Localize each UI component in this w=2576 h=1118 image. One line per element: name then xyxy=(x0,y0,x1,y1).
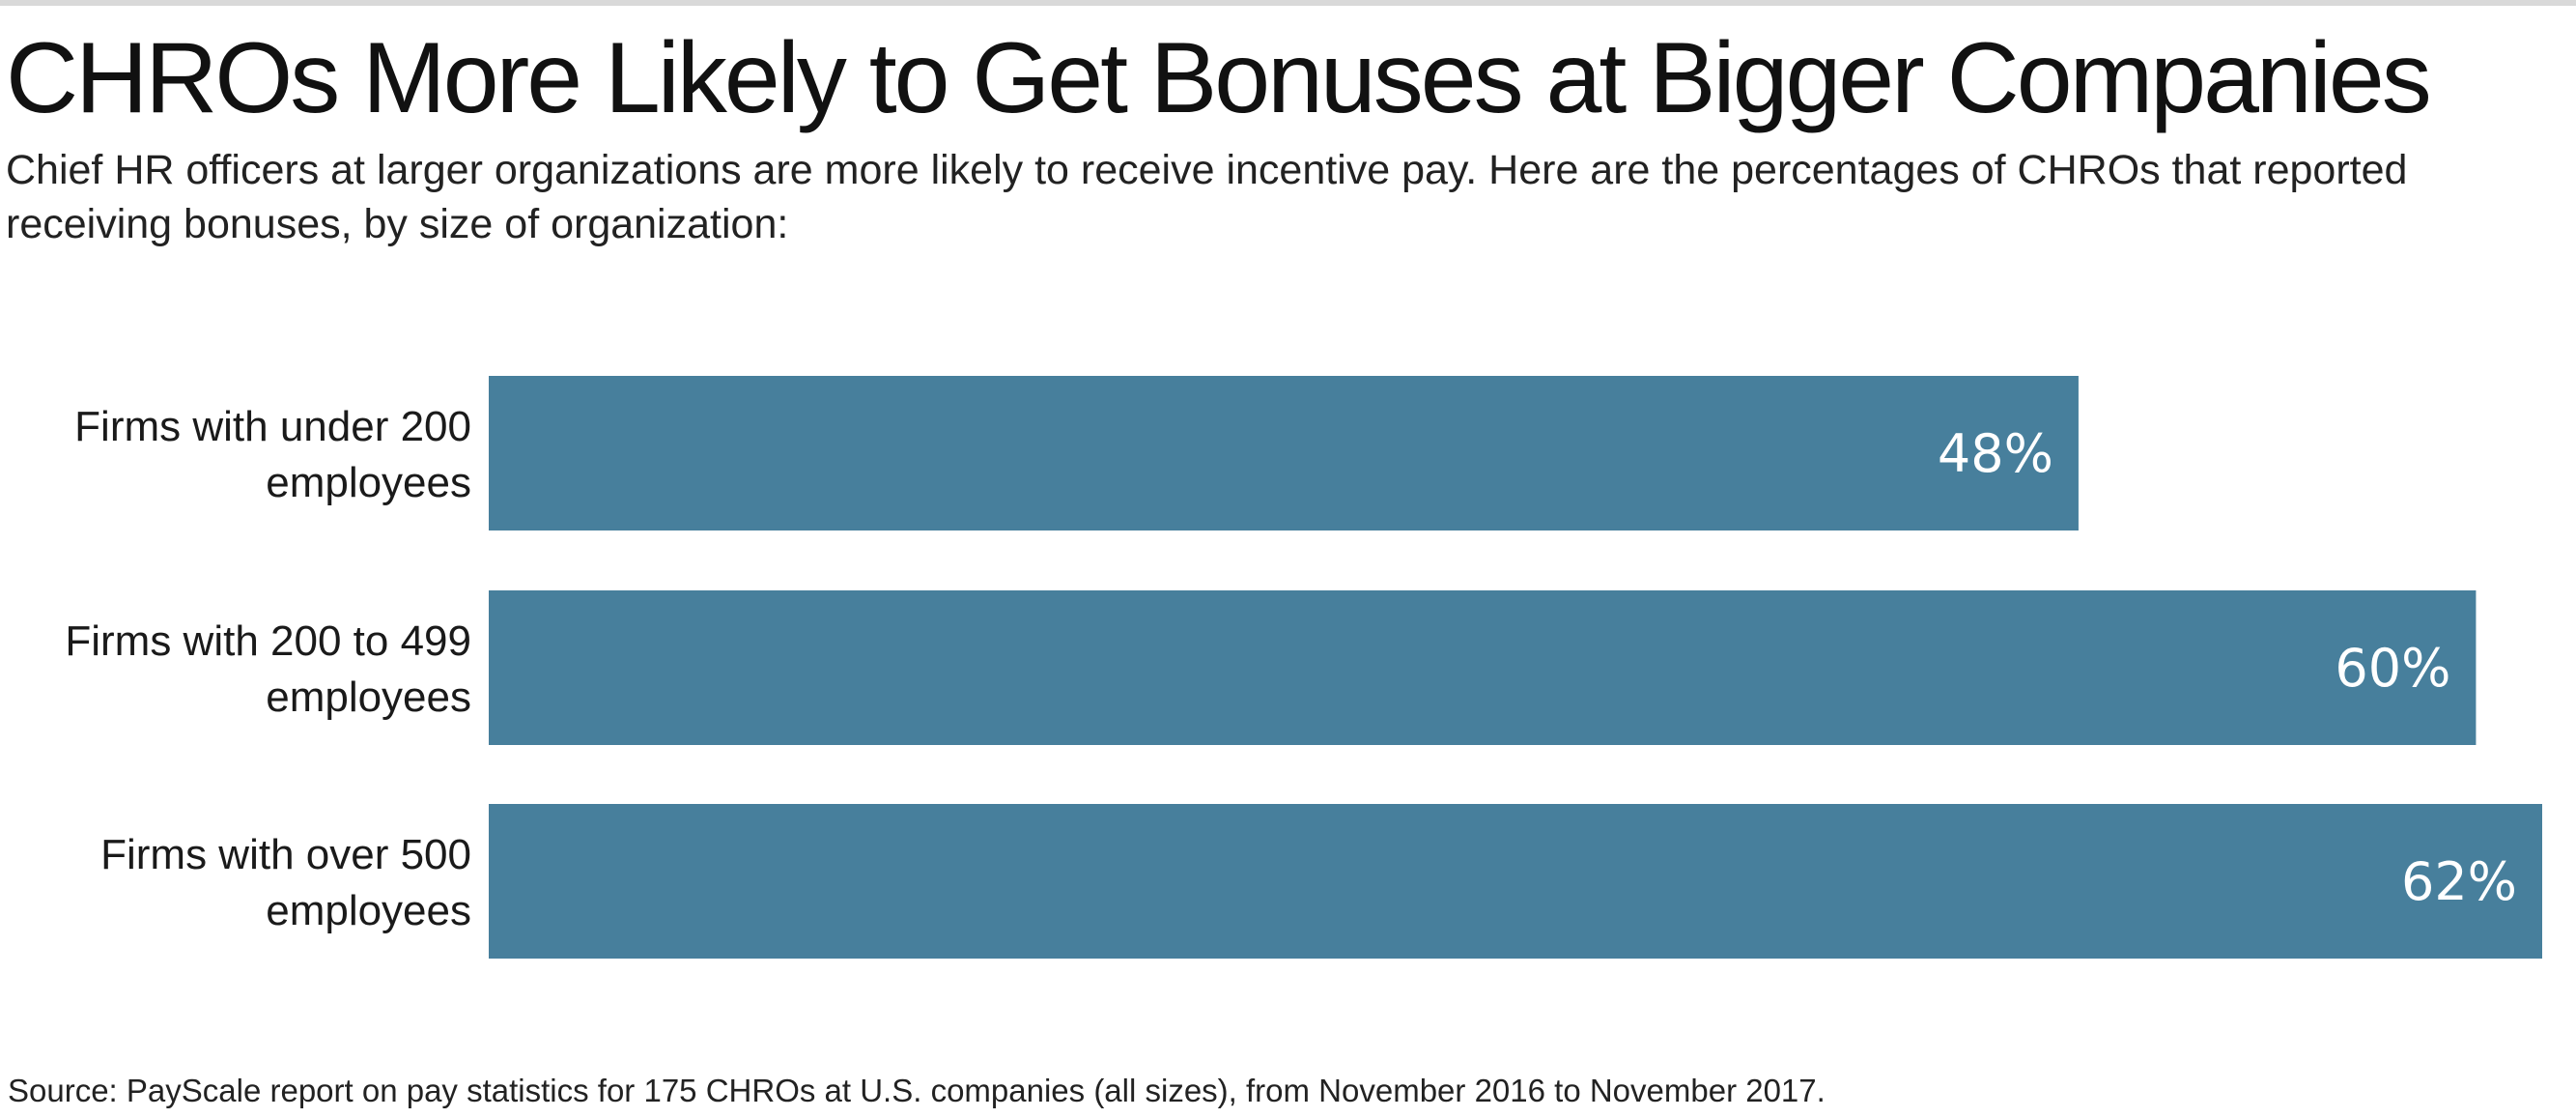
top-rule xyxy=(0,0,2576,6)
category-label-2-line-1: Firms with 200 to 499 xyxy=(65,617,471,665)
category-label-2-line-2: employees xyxy=(266,674,471,721)
category-label-3-line-2: employees xyxy=(266,887,471,934)
chart-title: CHROs More Likely to Get Bonuses at Bigg… xyxy=(6,22,2432,134)
bar-1 xyxy=(489,376,2079,530)
bar-2 xyxy=(489,590,2477,745)
value-label-3: 62% xyxy=(2401,851,2517,912)
category-label-3-line-1: Firms with over 500 xyxy=(100,831,471,878)
category-label-1-line-2: employees xyxy=(266,459,471,506)
chart-subtitle: Chief HR officers at larger organization… xyxy=(6,147,2408,247)
category-label-1-line-1: Firms with under 200 xyxy=(74,403,471,450)
value-label-1: 48% xyxy=(1938,423,2053,484)
bar-3 xyxy=(489,804,2542,959)
source-note: Source: PayScale report on pay statistic… xyxy=(8,1073,1826,1108)
bars-layer: 48% Firms with under 200 employees 60% Firms… xyxy=(65,376,2542,959)
value-label-2: 60% xyxy=(2335,638,2450,699)
